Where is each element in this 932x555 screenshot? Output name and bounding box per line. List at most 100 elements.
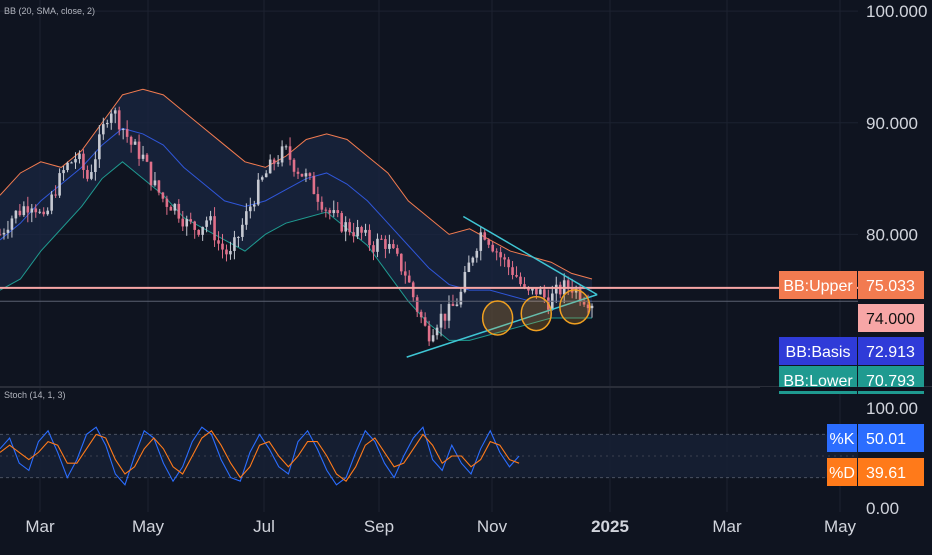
candle-body — [566, 280, 570, 288]
time-axis-tick: 2025 — [591, 517, 629, 536]
candle-body — [2, 232, 6, 235]
stoch-label-name-bg — [827, 424, 857, 452]
stoch-label-name-bg — [827, 458, 857, 486]
candle-body — [249, 206, 252, 212]
candle-body — [578, 289, 582, 303]
candle-body — [344, 222, 347, 232]
candle-body — [372, 245, 375, 252]
stochastic-panel — [0, 426, 858, 486]
candle-body — [141, 154, 145, 159]
price-label-value: 74.000 — [866, 311, 915, 328]
candle-body — [336, 210, 340, 214]
candle-body — [324, 209, 328, 211]
candle-body — [479, 232, 483, 251]
candle-body — [388, 244, 391, 249]
candle-body — [300, 173, 304, 177]
candle-body — [62, 170, 65, 174]
candle-body — [535, 287, 538, 295]
candle-body — [237, 236, 240, 238]
candle-body — [217, 240, 220, 244]
candle-body — [491, 244, 494, 252]
stoch-d-line — [0, 430, 520, 482]
stoch-label-value: 39.61 — [866, 465, 906, 482]
price-label-name: BB:Upper — [783, 278, 853, 295]
candle-body — [539, 289, 542, 295]
candle-body — [58, 173, 61, 196]
candle-body — [415, 297, 419, 312]
time-axis-tick: Nov — [477, 517, 508, 536]
candle-body — [14, 210, 18, 219]
highlight-circle — [520, 295, 552, 332]
candle-body — [312, 175, 316, 195]
candle-body — [419, 311, 423, 318]
candle-body — [197, 229, 200, 235]
candle-body — [213, 216, 216, 241]
candle-body — [272, 159, 276, 164]
candle-body — [483, 232, 487, 240]
time-axis-tick: Sep — [364, 517, 394, 536]
time-axis[interactable]: Mar May Jul Sep Nov 2025 Mar May — [25, 517, 856, 536]
price-label-name: BB:Lower — [783, 373, 853, 390]
time-axis-tick: May — [132, 517, 165, 536]
candle-body — [102, 124, 105, 135]
time-axis-tick: Mar — [712, 517, 742, 536]
candle-body — [260, 177, 264, 180]
candle-body — [352, 232, 355, 237]
candle-body — [340, 213, 344, 232]
trendline-lower — [406, 293, 598, 358]
price-axis[interactable]: 100.000 90.000 80.000 100.00 0.00 — [866, 2, 927, 518]
candle-body — [46, 210, 49, 215]
candle-body — [523, 284, 526, 288]
candle-body — [392, 244, 395, 249]
price-label-value: 70.793 — [866, 373, 915, 390]
stoch-axis-tick: 0.00 — [866, 499, 899, 518]
candle-body — [431, 335, 435, 342]
candle-body — [50, 194, 53, 211]
candle-body — [34, 208, 38, 213]
candle-body — [463, 271, 467, 292]
candle-body — [149, 161, 153, 186]
trendline-upper — [462, 215, 598, 296]
candle-body — [117, 110, 121, 130]
candle-body — [439, 313, 443, 328]
candle-body — [205, 220, 208, 227]
candle-body — [169, 206, 173, 211]
candle-body — [455, 304, 459, 306]
time-axis-tick: May — [824, 517, 857, 536]
candle-body — [296, 171, 300, 174]
candle-body — [185, 219, 189, 227]
candle-body — [304, 173, 308, 177]
candle-body — [165, 198, 169, 207]
candle-body — [193, 221, 196, 230]
candle-body — [22, 206, 26, 216]
candle-body — [70, 162, 73, 164]
bb-indicator-legend[interactable]: BB (20, SMA, close, 2) — [4, 6, 96, 16]
drawings — [0, 215, 858, 358]
candle-body — [376, 238, 379, 252]
candle-body — [495, 251, 498, 253]
stoch-k-line — [0, 426, 520, 486]
stoch-label-value-bg — [858, 458, 924, 486]
candle-body — [447, 303, 451, 321]
candle-body — [582, 302, 586, 305]
candle-body — [209, 216, 212, 221]
candle-body — [82, 153, 85, 170]
candle-body — [201, 226, 204, 235]
price-label-name-bg — [779, 271, 857, 299]
candle-body — [157, 180, 161, 193]
candle-body — [181, 218, 185, 227]
candle-body — [427, 325, 431, 342]
candle-body — [443, 313, 447, 321]
candle-body — [153, 180, 157, 186]
candle-body — [423, 317, 427, 326]
price-label-value: 72.913 — [866, 344, 915, 361]
candle-body — [121, 129, 125, 131]
candle-body — [475, 250, 479, 258]
stoch-indicator-legend[interactable]: Stoch (14, 1, 3) — [4, 390, 66, 400]
candle-body — [292, 159, 296, 172]
candle-body — [225, 249, 228, 255]
label-clip — [760, 387, 932, 391]
candle-body — [396, 248, 399, 254]
